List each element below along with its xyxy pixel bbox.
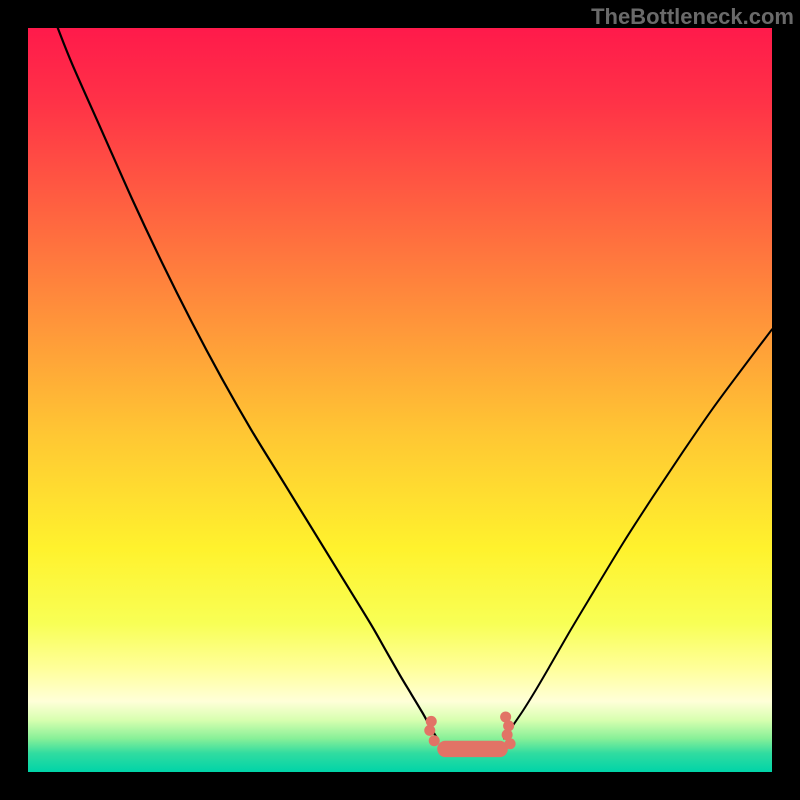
trough-bar: [437, 741, 508, 757]
watermark-text: TheBottleneck.com: [591, 4, 794, 30]
gradient-background: [28, 28, 772, 772]
plot-frame: [28, 28, 772, 772]
chart-svg: [28, 28, 772, 772]
trough-dot: [505, 738, 516, 749]
trough-dot: [424, 725, 435, 736]
trough-dot: [429, 735, 440, 746]
